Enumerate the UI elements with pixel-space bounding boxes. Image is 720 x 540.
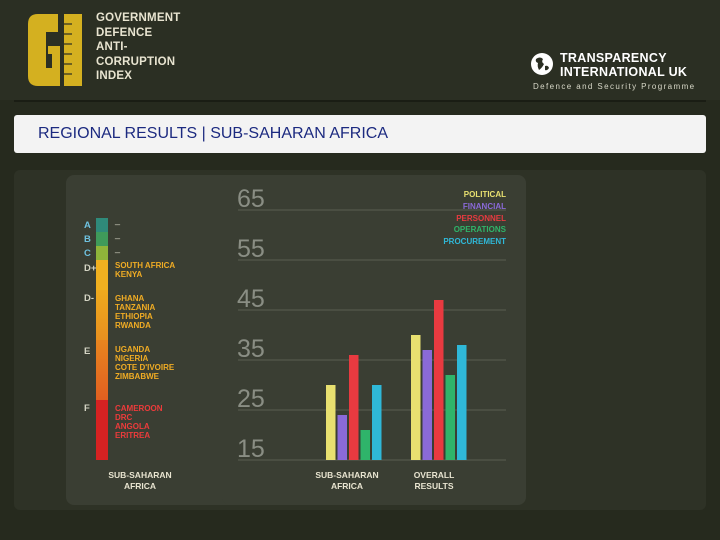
- legend-item-political: POLITICAL: [463, 190, 506, 199]
- bar-personnel-overall: [434, 300, 444, 460]
- bar-operations-overall: [445, 375, 455, 460]
- category-label-overall: OVERALL RESULTS: [413, 470, 455, 491]
- band-label-c: C: [84, 248, 91, 259]
- band-label-b: B: [84, 234, 91, 245]
- legend-item-procurement: PROCUREMENT: [443, 237, 506, 247]
- country-list-f: CAMEROON DRC ANGOLA ERITREA: [115, 404, 163, 440]
- band-label-e: E: [84, 346, 91, 357]
- band-dash-c: _: [115, 243, 121, 253]
- bar-political-sub-saharan: [326, 385, 336, 460]
- y-tick-label-25: 25: [237, 385, 265, 413]
- bar-operations-sub-saharan: [360, 430, 370, 460]
- bar-financial-overall: [422, 350, 432, 460]
- gi-logo-icon: [28, 14, 82, 86]
- scale-band-d-plus: [96, 260, 108, 290]
- y-tick-label-55: 55: [237, 235, 265, 263]
- region-label: SUB-SAHARAN AFRICA: [108, 470, 172, 491]
- header-divider: [14, 100, 706, 102]
- scale-panel: [66, 175, 243, 505]
- scale-band-f: [96, 400, 108, 460]
- country-list-e: UGANDA NIGERIA COTE D'IVOIRE ZIMBABWE: [115, 345, 175, 381]
- legend-item-financial: FINANCIAL: [462, 201, 506, 211]
- bar-personnel-sub-saharan: [349, 355, 359, 460]
- legend-item-personnel: PERSONNEL: [456, 213, 506, 223]
- band-label-d-minus: D-: [84, 293, 95, 304]
- page-title: REGIONAL RESULTS | SUB-SAHARAN AFRICA: [38, 125, 389, 142]
- scale-band-b: [96, 232, 108, 246]
- ti-globe-icon: [531, 53, 553, 75]
- y-tick-label-15: 15: [237, 435, 265, 463]
- y-tick-label-65: 65: [237, 185, 265, 213]
- band-label-f: F: [84, 403, 90, 414]
- title-banner: REGIONAL RESULTS | SUB-SAHARAN AFRICA: [14, 115, 706, 153]
- header: [0, 0, 720, 100]
- ti-name: TRANSPARENCY INTERNATIONAL UK: [560, 51, 688, 79]
- category-label-sub-saharan: SUB-SAHARAN AFRICA: [315, 470, 379, 491]
- bar-political-overall: [411, 335, 421, 460]
- scale-band-d-minus: [96, 290, 108, 340]
- band-dash-b: _: [115, 229, 121, 239]
- bar-chart: 65 55 45 35 25 15: [237, 185, 506, 463]
- legend-item-operations: OPERATIONS: [453, 225, 506, 235]
- y-tick-label-45: 45: [237, 285, 265, 313]
- country-list-d-minus: GHANA TANZANIA ETHIOPIA RWANDA: [115, 294, 156, 330]
- bar-procurement-overall: [457, 345, 467, 460]
- bar-financial-sub-saharan: [337, 415, 347, 460]
- band-label-d-plus: D+: [84, 263, 97, 274]
- gov-index-title: GOVERNMENT DEFENCE ANTI- CORRUPTION INDE…: [96, 12, 181, 82]
- scale-band-a: [96, 218, 108, 232]
- band-dash-a: _: [115, 215, 121, 225]
- scale-band-e: [96, 340, 108, 400]
- y-tick-label-35: 35: [237, 335, 265, 363]
- bar-procurement-sub-saharan: [372, 385, 382, 460]
- scale-band-c: [96, 246, 108, 260]
- country-list-d-plus: SOUTH AFRICA KENYA: [115, 261, 176, 279]
- band-label-a: A: [84, 220, 91, 231]
- ti-subtitle: Defence and Security Programme: [533, 82, 696, 91]
